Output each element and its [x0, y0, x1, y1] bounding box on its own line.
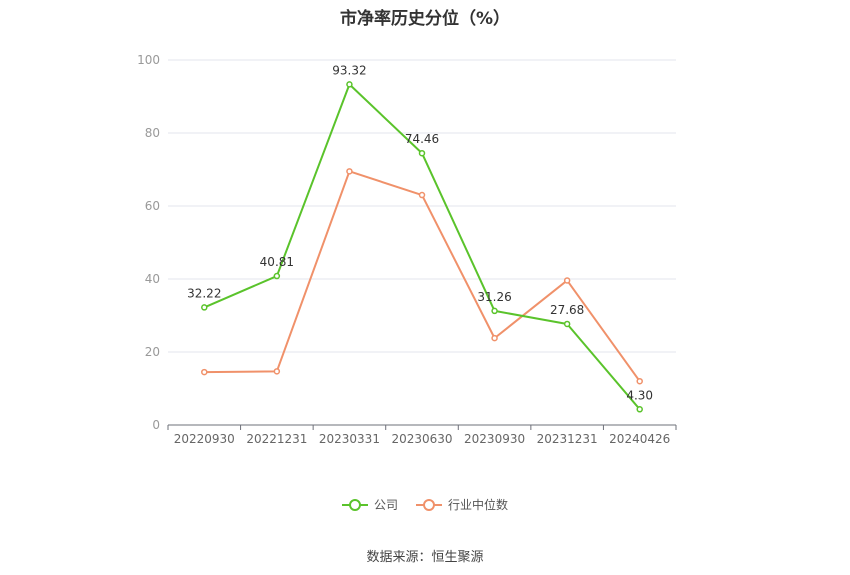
legend-label-company: 公司 [373, 498, 398, 512]
y-tick-label-100: 100 [137, 53, 160, 67]
y-tick-label-40: 40 [145, 272, 160, 286]
data-label-company-20221231: 40.81 [260, 255, 294, 269]
data-label-company-20230331: 93.32 [332, 63, 366, 77]
x-tick-label-20240426: 20240426 [609, 432, 670, 446]
legend-swatch-company [341, 498, 368, 511]
data-label-company-20240426: 4.30 [626, 388, 653, 402]
data-label-company-20230630: 74.46 [405, 132, 439, 146]
legend-label-industry-median: 行业中位数 [448, 498, 509, 512]
legend: 公司 行业中位数 [0, 496, 850, 513]
point-company-20221231 [273, 272, 281, 280]
point-company-20240426 [636, 406, 643, 413]
y-tick-label-20: 20 [145, 345, 160, 359]
point-industry-median-20231231 [563, 277, 571, 284]
point-industry-median-20230331 [346, 168, 353, 175]
legend-item-industry-median[interactable]: 行业中位数 [416, 496, 508, 513]
point-company-20220930 [201, 304, 208, 311]
point-company-20231231 [563, 320, 571, 328]
point-company-20230331 [346, 81, 353, 88]
data-labels: 32.22 40.81 93.32 74.46 31.26 27.68 4.30 [187, 63, 653, 402]
x-tick-label-20230930: 20230930 [464, 432, 525, 446]
series-lines [201, 81, 643, 413]
x-tick-label-20231231: 20231231 [537, 432, 598, 446]
x-tick-label-20230331: 20230331 [319, 432, 380, 446]
data-label-company-20220930: 32.22 [187, 286, 221, 300]
point-company-20230630 [418, 149, 426, 157]
x-tick-label-20220930: 20220930 [174, 432, 235, 446]
point-industry-median-20220930 [201, 368, 208, 376]
point-industry-median-20240426 [636, 377, 643, 385]
y-tick-label-60: 60 [145, 199, 160, 213]
data-label-company-20231231: 27.68 [550, 303, 584, 317]
point-company-20230930 [491, 307, 498, 315]
legend-item-company[interactable]: 公司 [341, 496, 398, 513]
x-tick-label-20221231: 20221231 [246, 432, 307, 446]
grid-lines [168, 59, 676, 353]
x-tick-label-20230630: 20230630 [391, 432, 452, 446]
legend-swatch-industry-median [416, 498, 442, 511]
point-industry-median-20221231 [273, 368, 281, 375]
chart-title: 市净率历史分位（%） [339, 9, 511, 29]
y-tick-label-0: 0 [152, 418, 160, 432]
series-line-industry-median [204, 170, 641, 382]
axes: 0 20 40 60 80 100 20220930 20221231 20230331 2023… [137, 53, 677, 446]
point-industry-median-20230930 [491, 334, 498, 342]
point-industry-median-20230630 [418, 191, 426, 199]
data-source-note: 数据来源：恒生聚源 [366, 550, 484, 565]
data-label-company-20230930: 31.26 [477, 290, 511, 304]
y-tick-label-80: 80 [145, 126, 160, 140]
